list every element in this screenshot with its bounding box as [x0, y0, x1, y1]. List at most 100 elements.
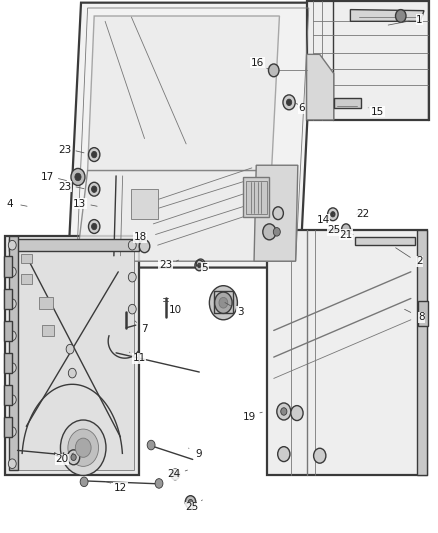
Circle shape [155, 479, 163, 488]
Bar [131, 189, 158, 219]
Circle shape [88, 182, 100, 196]
Circle shape [8, 363, 16, 373]
Circle shape [88, 148, 100, 161]
Text: 21: 21 [339, 230, 353, 239]
Polygon shape [355, 237, 415, 245]
Bar [4, 385, 12, 405]
Circle shape [75, 438, 91, 457]
Bar [246, 181, 267, 214]
Text: 7: 7 [141, 324, 148, 334]
Bar [417, 230, 427, 475]
Text: 23: 23 [159, 261, 172, 270]
Text: 6: 6 [298, 103, 305, 113]
Circle shape [273, 228, 280, 236]
Text: 11: 11 [133, 353, 146, 363]
Circle shape [314, 448, 326, 463]
Text: 18: 18 [134, 232, 147, 242]
Text: 19: 19 [243, 412, 256, 422]
Circle shape [60, 420, 106, 475]
Bar [21, 254, 32, 263]
Circle shape [66, 344, 74, 354]
Text: 14: 14 [317, 215, 330, 224]
Circle shape [263, 224, 276, 240]
Bar [4, 321, 12, 341]
Circle shape [173, 472, 177, 477]
Text: 24: 24 [168, 470, 181, 479]
Circle shape [71, 454, 76, 461]
Circle shape [8, 395, 16, 405]
Circle shape [291, 406, 303, 421]
Circle shape [8, 299, 16, 309]
Circle shape [281, 408, 287, 415]
Circle shape [88, 220, 100, 233]
Text: 12: 12 [114, 483, 127, 492]
Text: 20: 20 [56, 455, 69, 464]
Circle shape [68, 429, 99, 466]
Circle shape [8, 240, 16, 250]
Bar [4, 417, 12, 437]
Circle shape [268, 64, 279, 77]
Circle shape [128, 240, 136, 250]
Circle shape [342, 224, 350, 235]
Bar [4, 256, 12, 277]
Polygon shape [254, 165, 298, 261]
Circle shape [128, 272, 136, 282]
Circle shape [8, 267, 16, 277]
Circle shape [219, 297, 228, 308]
Circle shape [71, 168, 85, 185]
Polygon shape [350, 10, 424, 21]
Text: 22: 22 [356, 209, 369, 219]
Text: 16: 16 [251, 58, 264, 68]
Circle shape [139, 240, 150, 253]
Text: 4: 4 [6, 199, 13, 208]
Circle shape [92, 223, 97, 230]
Polygon shape [307, 54, 334, 120]
Text: 3: 3 [237, 307, 244, 317]
Circle shape [209, 286, 237, 320]
Circle shape [273, 207, 283, 220]
Bar [21, 274, 32, 284]
Circle shape [277, 403, 291, 420]
Polygon shape [5, 236, 139, 475]
Bar [9, 236, 18, 470]
Text: 17: 17 [41, 172, 54, 182]
Circle shape [185, 496, 196, 508]
Circle shape [396, 10, 406, 22]
Circle shape [92, 186, 97, 192]
Text: 2: 2 [416, 256, 423, 266]
Bar [42, 325, 54, 336]
Circle shape [68, 368, 76, 378]
Text: 23: 23 [58, 146, 71, 155]
Text: 5: 5 [201, 263, 208, 272]
Bar [243, 177, 269, 217]
Bar [11, 242, 134, 470]
Text: 15: 15 [371, 107, 384, 117]
Bar [418, 301, 428, 326]
Polygon shape [88, 16, 279, 171]
Circle shape [128, 304, 136, 314]
Bar [9, 239, 139, 251]
Circle shape [8, 459, 16, 469]
Circle shape [147, 440, 155, 450]
Polygon shape [68, 3, 313, 268]
Text: 23: 23 [58, 182, 71, 191]
Circle shape [171, 469, 180, 480]
Circle shape [80, 477, 88, 487]
Text: 9: 9 [195, 449, 202, 459]
Polygon shape [267, 230, 427, 475]
Bar [4, 353, 12, 373]
Text: 25: 25 [327, 225, 340, 235]
Circle shape [8, 427, 16, 437]
Circle shape [215, 292, 232, 313]
Text: 10: 10 [169, 305, 182, 315]
Circle shape [286, 99, 292, 106]
Circle shape [331, 212, 335, 217]
Bar [4, 289, 12, 309]
Text: 1: 1 [416, 15, 423, 25]
Circle shape [278, 447, 290, 462]
Bar [334, 98, 361, 108]
Circle shape [188, 499, 193, 505]
Circle shape [8, 331, 16, 341]
Circle shape [67, 450, 80, 465]
Bar [39, 297, 53, 309]
